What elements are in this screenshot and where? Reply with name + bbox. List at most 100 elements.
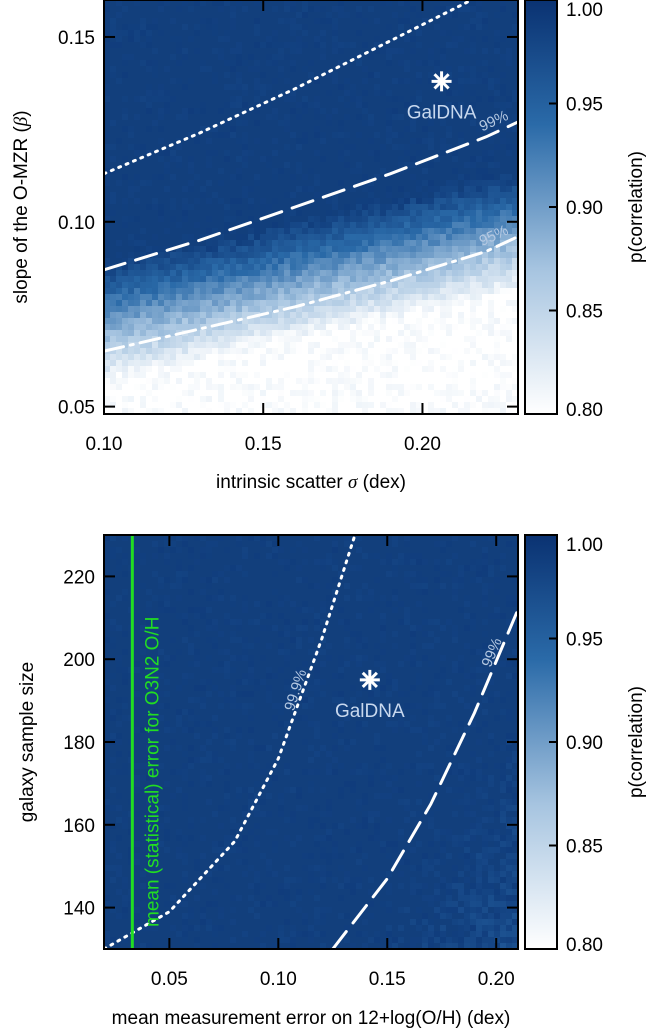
heatmap-cell: [356, 378, 362, 384]
heatmap-cell: [374, 553, 380, 559]
heatmap-cell: [164, 66, 170, 72]
heatmap-cell: [218, 198, 224, 204]
heatmap-cell: [278, 372, 284, 378]
heatmap-cell: [392, 252, 398, 258]
heatmap-cell: [398, 835, 404, 841]
heatmap-cell: [380, 330, 386, 336]
heatmap-cell: [308, 607, 314, 613]
heatmap-cell: [356, 270, 362, 276]
heatmap-cell: [140, 625, 146, 631]
heatmap-cell: [236, 655, 242, 661]
heatmap-cell: [362, 108, 368, 114]
heatmap-cell: [482, 925, 488, 931]
heatmap-cell: [284, 222, 290, 228]
heatmap-cell: [482, 841, 488, 847]
heatmap-cell: [428, 408, 434, 414]
heatmap-cell: [290, 318, 296, 324]
heatmap-cell: [350, 366, 356, 372]
heatmap-cell: [512, 282, 518, 288]
heatmap-cell: [458, 84, 464, 90]
heatmap-cell: [128, 234, 134, 240]
heatmap-cell: [482, 859, 488, 865]
heatmap-cell: [266, 36, 272, 42]
heatmap-cell: [200, 276, 206, 282]
heatmap-cell: [104, 895, 110, 901]
heatmap-cell: [386, 120, 392, 126]
heatmap-cell: [164, 372, 170, 378]
heatmap-cell: [200, 613, 206, 619]
heatmap-cell: [476, 829, 482, 835]
heatmap-cell: [224, 246, 230, 252]
heatmap-cell: [158, 204, 164, 210]
heatmap-cell: [386, 138, 392, 144]
heatmap-cell: [368, 6, 374, 12]
heatmap-cell: [452, 312, 458, 318]
heatmap-cell: [176, 342, 182, 348]
heatmap-cell: [326, 120, 332, 126]
heatmap-cell: [200, 234, 206, 240]
heatmap-cell: [338, 763, 344, 769]
heatmap-cell: [374, 390, 380, 396]
heatmap-cell: [152, 811, 158, 817]
heatmap-cell: [146, 96, 152, 102]
heatmap-cell: [434, 312, 440, 318]
heatmap-cell: [224, 222, 230, 228]
heatmap-cell: [428, 312, 434, 318]
heatmap-cell: [488, 913, 494, 919]
heatmap-cell: [410, 583, 416, 589]
heatmap-cell: [452, 799, 458, 805]
heatmap-cell: [236, 679, 242, 685]
heatmap-cell: [188, 757, 194, 763]
heatmap-cell: [158, 408, 164, 414]
heatmap-cell: [224, 204, 230, 210]
heatmap-cell: [236, 270, 242, 276]
heatmap-cell: [482, 817, 488, 823]
heatmap-cell: [470, 613, 476, 619]
heatmap-cell: [152, 751, 158, 757]
heatmap-cell: [230, 246, 236, 252]
heatmap-cell: [164, 661, 170, 667]
heatmap-cell: [416, 294, 422, 300]
heatmap-cell: [338, 336, 344, 342]
heatmap-cell: [506, 246, 512, 252]
heatmap-cell: [380, 0, 386, 6]
heatmap-cell: [428, 204, 434, 210]
heatmap-cell: [182, 853, 188, 859]
heatmap-cell: [242, 931, 248, 937]
heatmap-cell: [416, 811, 422, 817]
heatmap-cell: [308, 354, 314, 360]
heatmap-cell: [374, 661, 380, 667]
heatmap-cell: [152, 396, 158, 402]
heatmap-cell: [116, 312, 122, 318]
heatmap-cell: [278, 559, 284, 565]
heatmap-cell: [302, 246, 308, 252]
heatmap-cell: [218, 0, 224, 6]
heatmap-cell: [110, 637, 116, 643]
heatmap-cell: [296, 402, 302, 408]
heatmap-cell: [284, 889, 290, 895]
heatmap-cell: [194, 757, 200, 763]
heatmap-cell: [344, 42, 350, 48]
heatmap-cell: [314, 366, 320, 372]
heatmap-cell: [176, 715, 182, 721]
heatmap-cell: [422, 204, 428, 210]
heatmap-cell: [494, 30, 500, 36]
heatmap-cell: [332, 721, 338, 727]
heatmap-cell: [212, 30, 218, 36]
heatmap-cell: [470, 390, 476, 396]
heatmap-cell: [224, 342, 230, 348]
heatmap-cell: [464, 877, 470, 883]
heatmap-cell: [236, 691, 242, 697]
heatmap-cell: [386, 721, 392, 727]
heatmap-cell: [422, 372, 428, 378]
heatmap-cell: [146, 306, 152, 312]
heatmap-cell: [428, 715, 434, 721]
heatmap-cell: [278, 312, 284, 318]
heatmap-cell: [272, 553, 278, 559]
heatmap-cell: [302, 619, 308, 625]
heatmap-cell: [500, 120, 506, 126]
heatmap-cell: [188, 282, 194, 288]
heatmap-cell: [200, 282, 206, 288]
heatmap-cell: [158, 30, 164, 36]
heatmap-cell: [278, 643, 284, 649]
